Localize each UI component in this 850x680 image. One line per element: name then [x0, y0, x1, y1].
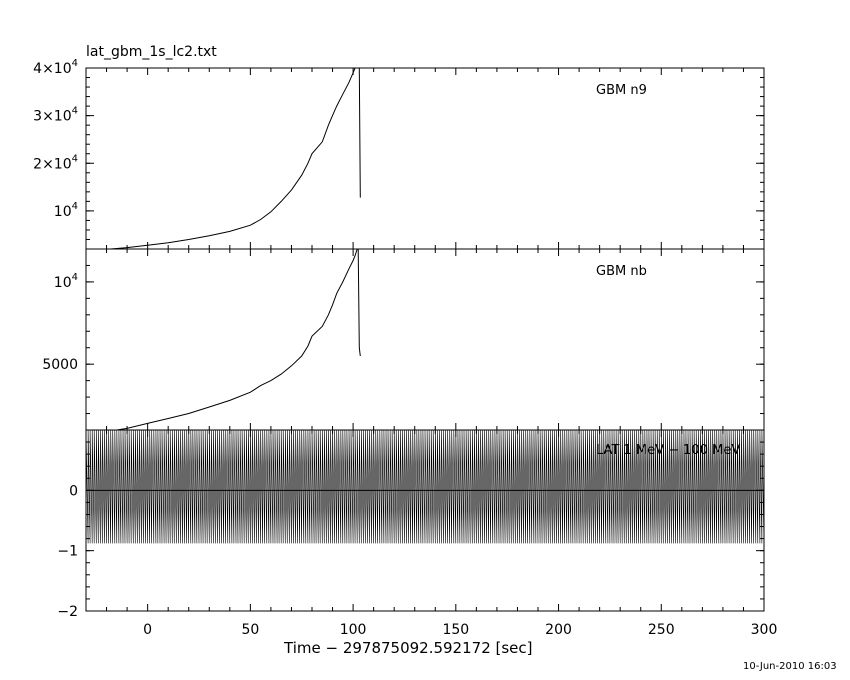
y-tick-label: 104 — [54, 272, 78, 291]
panel-frame-1 — [85, 248, 765, 431]
x-tick-label: 300 — [751, 622, 778, 638]
y-tick-label: 104 — [54, 201, 78, 220]
y-tick-label: 0 — [69, 483, 78, 499]
y-tick-label: 5000 — [42, 357, 78, 373]
panel-frame-0 — [85, 67, 765, 250]
x-tick-label: 0 — [143, 622, 152, 638]
x-tick-label: 250 — [648, 622, 675, 638]
series-line-top — [110, 67, 361, 250]
y-tick-label: −1 — [57, 544, 78, 560]
y-tick-label: 4×104 — [33, 58, 78, 77]
x-tick-label: 100 — [340, 622, 367, 638]
x-tick-label: 150 — [442, 622, 469, 638]
y-tick-label: −2 — [57, 604, 78, 620]
file-title: lat_gbm_1s_lc2.txt — [86, 44, 217, 60]
x-tick-label: 200 — [545, 622, 572, 638]
x-tick-label: 50 — [241, 622, 259, 638]
x-axis-label: Time − 297875092.592172 [sec] — [284, 639, 533, 657]
y-tick-label: 2×104 — [33, 153, 78, 172]
series-label: GBM nb — [596, 264, 647, 279]
y-tick-label: 3×104 — [33, 106, 78, 125]
series-line-middle — [116, 248, 361, 431]
series-label: GBM n9 — [596, 83, 647, 98]
timestamp: 10-Jun-2010 16:03 — [743, 661, 837, 672]
series-line-lat — [85, 429, 765, 544]
